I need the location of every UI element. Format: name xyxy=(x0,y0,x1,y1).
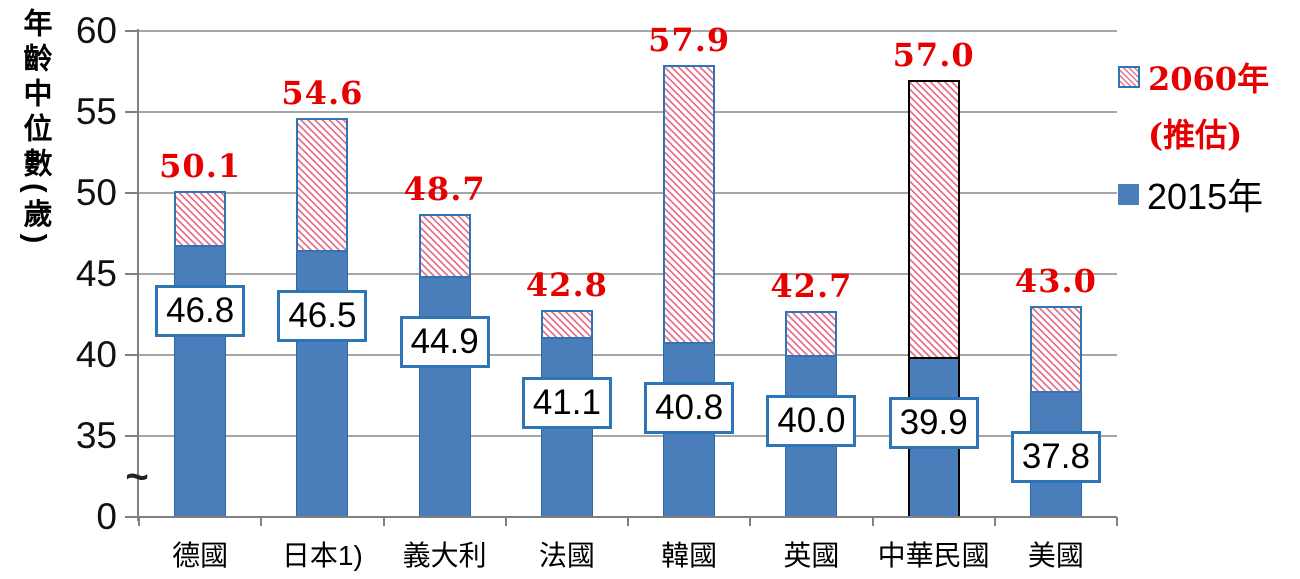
x-axis-label-德國: 德國 xyxy=(172,540,229,571)
y-tick-label: 50 xyxy=(75,172,117,213)
gridline xyxy=(139,273,1117,275)
value-label-2060-法國: 42.8 xyxy=(525,265,608,304)
legend-label-2015: 2015年 xyxy=(1147,176,1264,217)
y-tick-label: 55 xyxy=(75,91,117,132)
x-tick xyxy=(260,517,263,526)
legend: 2060年 (推估) 2015年 xyxy=(1118,50,1300,220)
x-tick xyxy=(504,517,507,526)
x-axis-label-美國: 美國 xyxy=(1027,540,1084,571)
value-label-2015-英國: 40.0 xyxy=(766,395,857,447)
value-label-2060-義大利: 48.7 xyxy=(403,170,486,209)
value-label-2015-法國: 41.1 xyxy=(521,377,612,430)
legend-item-2015: 2015年 xyxy=(1118,168,1300,220)
y-tick-label: 40 xyxy=(75,334,117,375)
x-axis-label-英國: 英國 xyxy=(783,540,840,571)
bar-2015-義大利 xyxy=(418,277,471,517)
x-axis-label-法國: 法國 xyxy=(538,540,595,571)
x-tick xyxy=(138,517,140,526)
value-label-2060-韓國: 57.9 xyxy=(648,21,731,60)
solid-swatch-icon xyxy=(1118,183,1139,205)
value-label-2060-美國: 43.0 xyxy=(1014,262,1097,301)
bar-2060-韓國 xyxy=(663,65,716,345)
value-label-2015-日本1): 46.5 xyxy=(277,289,368,342)
bar-2060-中華民國 xyxy=(907,79,960,359)
y-tick-label: 35 xyxy=(75,415,117,456)
x-tick xyxy=(871,517,874,526)
bar-2060-美國 xyxy=(1029,306,1082,393)
hatched-swatch-icon xyxy=(1118,66,1140,88)
x-axis-label-義大利: 義大利 xyxy=(402,540,487,571)
gridline xyxy=(139,111,1117,113)
x-axis-label-日本1): 日本1) xyxy=(281,540,363,571)
bar-2060-法國 xyxy=(540,309,593,340)
x-tick xyxy=(993,517,996,526)
bar-2060-義大利 xyxy=(418,214,471,278)
value-label-2015-美國: 37.8 xyxy=(1010,430,1101,483)
y-axis-line xyxy=(137,29,139,521)
value-label-2060-英國: 42.7 xyxy=(770,267,853,306)
y-tick-label: 0 xyxy=(96,496,117,537)
axis-break-symbol: ~ xyxy=(125,455,149,499)
x-axis-label-韓國: 韓國 xyxy=(661,540,718,571)
bar-2060-德國 xyxy=(174,191,227,247)
value-label-2015-德國: 46.8 xyxy=(155,284,246,337)
gridline xyxy=(139,354,1117,356)
legend-label-2060: 2060年 xyxy=(1148,60,1270,98)
value-label-2060-日本1): 54.6 xyxy=(281,74,364,113)
y-tick-label: 60 xyxy=(75,10,117,51)
bar-2060-英國 xyxy=(785,311,838,357)
y-axis-title: 年齡中位數(歲) xyxy=(19,8,51,250)
x-tick xyxy=(627,517,629,526)
gridline xyxy=(139,192,1117,194)
value-label-2060-中華民國: 57.0 xyxy=(892,35,975,74)
value-label-2015-韓國: 40.8 xyxy=(644,382,735,435)
legend-sublabel-2060: (推估) xyxy=(1148,116,1243,154)
bar-2060-日本1) xyxy=(296,118,349,252)
y-tick xyxy=(125,273,139,275)
x-tick xyxy=(1116,517,1118,526)
y-tick xyxy=(125,30,139,32)
value-label-2060-德國: 50.1 xyxy=(159,147,242,186)
y-tick xyxy=(125,192,139,194)
gridline xyxy=(139,435,1117,437)
value-label-2015-中華民國: 39.9 xyxy=(888,396,979,449)
legend-item-2060: 2060年 xyxy=(1118,54,1300,100)
y-tick xyxy=(125,111,139,113)
value-label-2015-義大利: 44.9 xyxy=(399,315,490,368)
x-axis-line xyxy=(125,516,1117,518)
y-tick xyxy=(125,354,139,356)
x-tick xyxy=(382,517,385,526)
x-axis-label-中華民國: 中華民國 xyxy=(877,540,990,571)
y-tick-label: 45 xyxy=(75,253,117,294)
x-tick xyxy=(749,517,752,526)
gridline xyxy=(139,30,1117,32)
y-tick xyxy=(125,435,139,437)
